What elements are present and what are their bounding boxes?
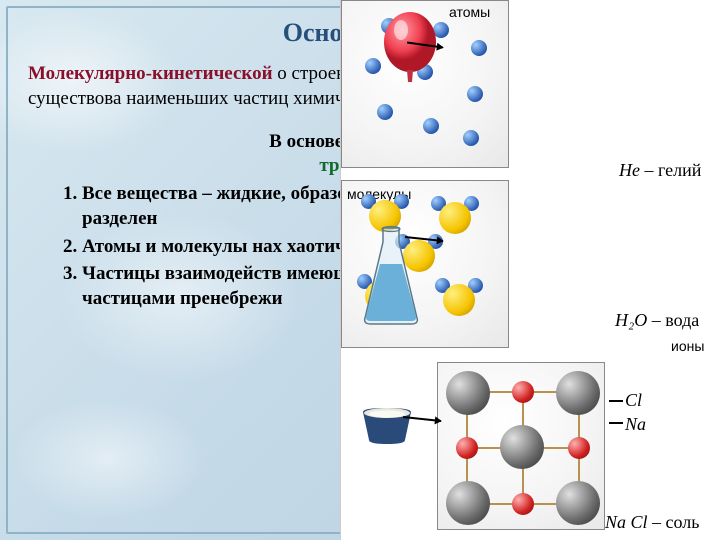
label-nacl: Na Cl – соль [605,512,699,533]
label-he: He – гелий [619,160,701,181]
flask-icon [359,224,423,328]
label-ions: ионы [671,338,704,354]
label-h2o: H₂O – вода [615,310,699,331]
ions-circle [437,362,605,530]
label-cl: Cl [625,390,642,411]
label-atoms: атомы [449,4,490,20]
label-na: Na [625,414,646,435]
salt-cup-icon [359,406,415,446]
balloon-icon [379,12,441,90]
diagram-overlay: атомы He – гелий молекулы [340,0,720,540]
